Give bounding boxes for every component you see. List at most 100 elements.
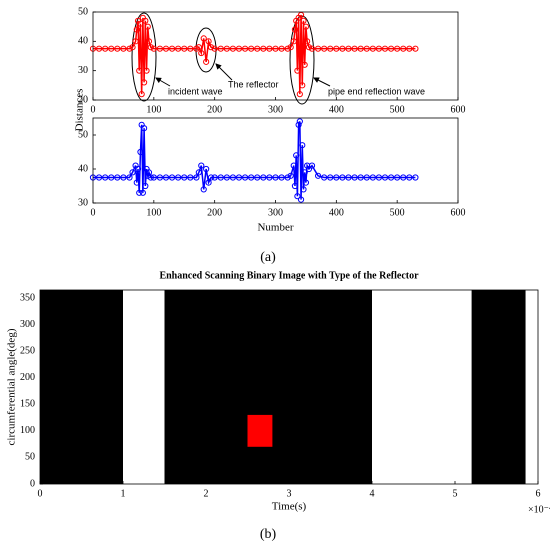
data-point (187, 45, 194, 52)
y-tick-label: 40 (78, 163, 88, 174)
data-point (134, 165, 142, 173)
data-point (235, 174, 243, 181)
data-point (126, 174, 133, 181)
x-tick-label: 500 (390, 207, 405, 218)
data-point (137, 148, 144, 156)
data-point (120, 174, 127, 181)
data-point (321, 174, 328, 181)
data-point (223, 45, 230, 52)
data-point (144, 23, 151, 30)
y-tick-label: 50 (78, 129, 88, 140)
region (372, 290, 472, 484)
x-tick-label: 6 (536, 488, 541, 499)
data-point (301, 169, 308, 176)
data-point (406, 45, 413, 52)
data-point (136, 189, 143, 196)
data-point (200, 35, 207, 42)
data-point (195, 169, 202, 176)
data-point (147, 174, 154, 181)
ellipse (195, 27, 217, 73)
data-point (132, 38, 139, 45)
data-point (207, 174, 215, 181)
data-point (345, 45, 352, 52)
data-point (339, 174, 346, 181)
y-tick-label: 150 (20, 399, 35, 410)
data-point (114, 45, 121, 52)
data-point (211, 174, 218, 181)
data-point (156, 45, 164, 52)
data-point (314, 45, 322, 52)
data-point (369, 174, 376, 181)
data-point (363, 45, 370, 52)
x-tick-label: 2 (204, 488, 209, 499)
x-tick-label: 300 (268, 207, 283, 218)
data-point (142, 17, 149, 24)
data-point (266, 174, 273, 181)
data-point (394, 174, 401, 181)
x-tick-label: 600 (451, 104, 466, 115)
data-point (357, 45, 364, 52)
data-point (229, 45, 237, 52)
data-point (145, 38, 153, 45)
x-tick-label: 500 (390, 104, 405, 115)
data-point (139, 189, 146, 196)
data-point (291, 26, 299, 33)
data-point (412, 45, 419, 52)
data-point (300, 17, 307, 24)
data-point (147, 44, 154, 51)
x-label: Number (257, 222, 293, 234)
data-point (175, 45, 182, 52)
data-point (136, 67, 143, 74)
data-point (278, 45, 285, 52)
data-point (308, 162, 316, 169)
data-point (272, 45, 279, 52)
data-point (284, 174, 291, 181)
data-point (308, 45, 316, 52)
axes-box (92, 117, 459, 204)
data-point (198, 162, 205, 169)
data-point (400, 45, 407, 52)
arrow (313, 77, 331, 87)
series-line (93, 121, 416, 200)
data-point (387, 174, 395, 181)
data-point (200, 186, 207, 193)
data-point (95, 45, 103, 52)
data-point (294, 67, 301, 74)
data-point (133, 26, 140, 33)
annotation: The reflector (228, 79, 279, 89)
data-point (195, 44, 202, 51)
data-point (300, 186, 307, 193)
x-tick-label: 600 (451, 207, 466, 218)
data-point (295, 121, 302, 128)
data-point (129, 44, 136, 51)
data-point (302, 179, 310, 186)
x-tick-label: 200 (207, 104, 222, 115)
data-point (181, 45, 188, 52)
data-point (284, 45, 291, 52)
data-point (339, 45, 346, 52)
x-tick-label: 100 (146, 207, 161, 218)
x-multiplier: ×10⁻⁴ (528, 504, 550, 515)
data-point (150, 174, 157, 181)
data-point (260, 174, 267, 181)
data-point (381, 174, 389, 181)
data-point (203, 165, 210, 173)
data-point (248, 45, 255, 52)
data-point (375, 45, 383, 52)
annotation: pipe end reflection wave (328, 86, 425, 96)
data-point (205, 38, 212, 45)
region (123, 290, 165, 484)
arrow (155, 77, 171, 87)
y-tick-label: 100 (20, 425, 35, 436)
arrow (215, 63, 233, 81)
data-point (299, 82, 306, 89)
data-point (363, 174, 370, 181)
data-point (412, 174, 419, 181)
data-point (141, 79, 148, 86)
region (247, 414, 273, 447)
data-point (217, 174, 224, 181)
data-point (133, 179, 140, 186)
data-point (114, 174, 121, 181)
data-point (156, 174, 164, 181)
y-tick-label: 350 (20, 292, 35, 303)
